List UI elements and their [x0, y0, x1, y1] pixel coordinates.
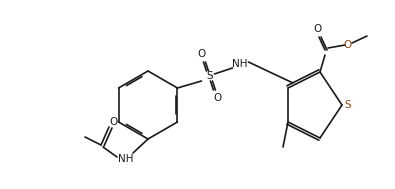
Text: O: O: [313, 24, 321, 34]
Text: S: S: [345, 100, 351, 110]
Text: NH: NH: [118, 154, 134, 164]
Text: O: O: [198, 49, 205, 59]
Text: NH: NH: [232, 59, 247, 69]
Text: S: S: [206, 71, 213, 81]
Text: O: O: [343, 40, 351, 50]
Text: O: O: [110, 117, 118, 127]
Text: O: O: [213, 93, 222, 103]
